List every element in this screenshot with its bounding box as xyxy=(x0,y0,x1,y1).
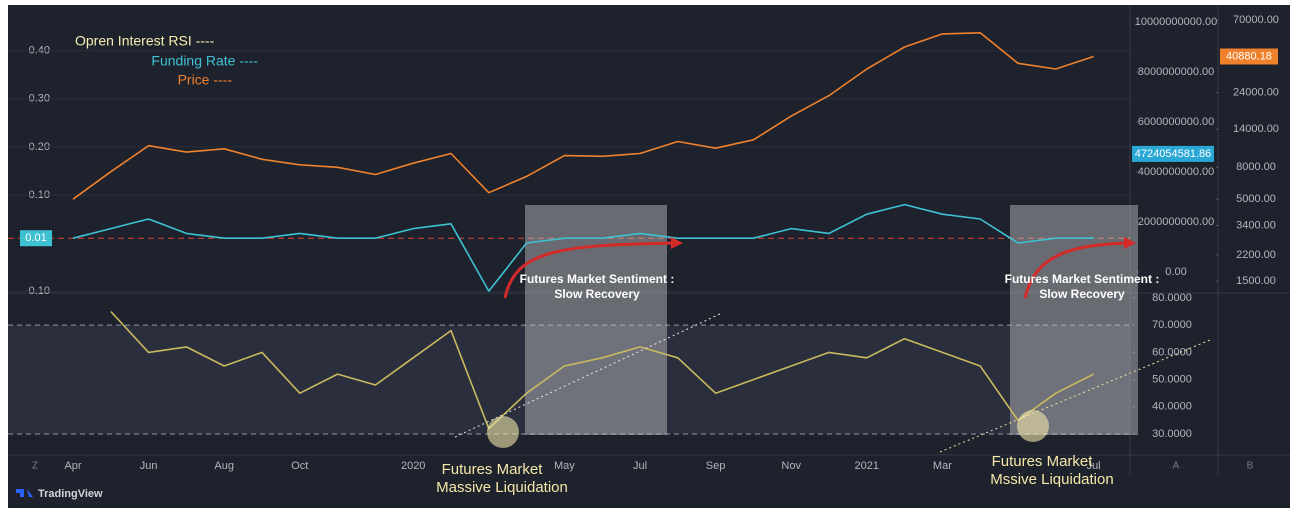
price-tag-label: 40880.18 xyxy=(1226,50,1272,62)
tick-label: 80.0000 xyxy=(1152,292,1192,304)
tick-label: 40.0000 xyxy=(1152,401,1192,413)
tick-label: 50.0000 xyxy=(1152,373,1192,385)
logo-text: TradingView xyxy=(38,488,103,500)
annotation: Slow Recovery xyxy=(554,287,640,301)
arrow xyxy=(1023,241,1129,299)
tick-label: 5000.00 xyxy=(1236,193,1276,205)
annotation: Slow Recovery xyxy=(1039,287,1125,301)
legend-entry: Funding Rate ---- xyxy=(151,53,258,69)
series-line xyxy=(72,31,1094,200)
tick-label: 4000000000.00 xyxy=(1138,166,1214,178)
legend-entry: Opren Interest RSI ---- xyxy=(75,33,215,49)
tick-label: 2200.00 xyxy=(1236,249,1276,261)
x-tick-label: Sep xyxy=(706,460,726,472)
tick-label: 8000.00 xyxy=(1236,161,1276,173)
funding-tag-label: 0.01 xyxy=(25,232,46,244)
tick-label: 6000000000.00 xyxy=(1138,116,1214,128)
annotation: Futures Market xyxy=(992,453,1094,470)
tick-label: 70.0000 xyxy=(1152,319,1192,331)
oi-tag-label: 4724054581.86 xyxy=(1135,148,1211,160)
series-line xyxy=(72,203,1094,292)
annotation: Futures Market Sentiment : xyxy=(520,272,675,286)
x-tick-label: Jul xyxy=(1087,460,1101,472)
tick-label: 14000.00 xyxy=(1233,123,1279,135)
x-tick-label: Jun xyxy=(140,460,158,472)
rsi-band xyxy=(8,325,1130,435)
oi-tag xyxy=(1132,145,1214,162)
scale-button[interactable]: B xyxy=(1247,461,1254,472)
x-tick-label: Oct xyxy=(291,460,308,472)
trend-line xyxy=(454,312,723,438)
arrow-head xyxy=(1124,237,1136,249)
scale-button[interactable]: Z xyxy=(32,461,38,472)
annotation: Massive Liquidation xyxy=(436,479,568,496)
series-line xyxy=(110,310,1094,430)
tick-label: 70000.00 xyxy=(1233,14,1279,26)
tick-label: 8000000000.00 xyxy=(1138,66,1214,78)
trend-line xyxy=(939,339,1211,453)
funding-tag xyxy=(20,230,52,247)
logo: TradingView xyxy=(16,488,103,500)
plot-layer: -0.100.100.200.300.401500.002200.003400.… xyxy=(8,14,1279,496)
x-tick-label: Apr xyxy=(64,460,81,472)
price-tag xyxy=(1220,48,1278,65)
x-tick-label: Nov xyxy=(781,460,801,472)
arrow-head xyxy=(671,237,683,249)
tick-label: 60.0000 xyxy=(1152,346,1192,358)
x-tick-label: 2020 xyxy=(401,460,425,472)
annotation: Futures Market Sentiment : xyxy=(1005,272,1160,286)
highlight-circle xyxy=(487,416,519,448)
x-tick-label: Mar xyxy=(933,460,952,472)
tick-label: 2000000000.00 xyxy=(1138,216,1214,228)
highlight-box xyxy=(1010,205,1138,435)
x-tick-label: Aug xyxy=(214,460,234,472)
chart-background xyxy=(8,5,1290,508)
tick-label: 0.00 xyxy=(1165,266,1186,278)
x-tick-label: Jul xyxy=(633,460,647,472)
scale-button[interactable]: A xyxy=(1173,461,1180,472)
x-tick-label: 2021 xyxy=(855,460,879,472)
logo-icon xyxy=(16,489,33,497)
tick-label: 3400.00 xyxy=(1236,219,1276,231)
tick-label: 30.0000 xyxy=(1152,428,1192,440)
arrow xyxy=(503,241,676,299)
tick-label: 1500.00 xyxy=(1236,275,1276,287)
tick-label: 24000.00 xyxy=(1233,87,1279,99)
x-tick-label: May xyxy=(554,460,575,472)
highlight-box xyxy=(525,205,667,435)
tick-label: 10000000000.00 xyxy=(1135,16,1218,28)
legend-entry: Price ---- xyxy=(178,72,233,88)
annotation: Mssive Liquidation xyxy=(990,471,1113,488)
highlight-circle xyxy=(1017,410,1049,442)
annotation: Futures Market xyxy=(442,461,544,478)
